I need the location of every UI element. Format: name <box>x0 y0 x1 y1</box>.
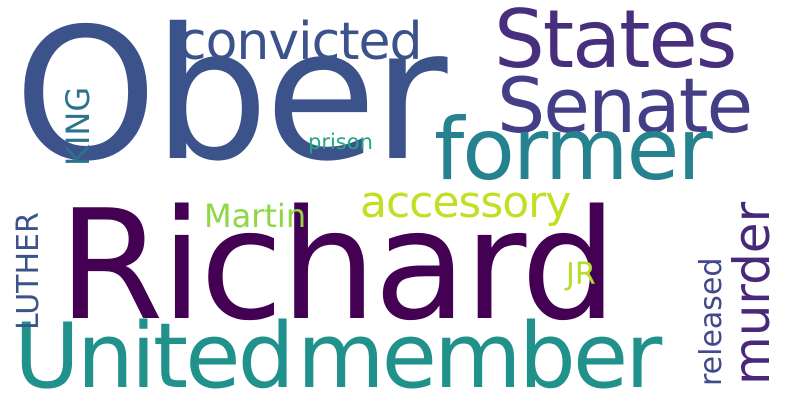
word-senate: Senate <box>497 61 753 150</box>
word-accessory: accessory <box>360 177 571 228</box>
word-richard: Richard <box>58 177 617 354</box>
word-jr: JR <box>566 257 596 292</box>
word-murder: murder <box>723 201 781 385</box>
word-member: member <box>297 304 662 405</box>
word-luther: LUTHER <box>11 212 46 330</box>
word-convicted: convicted <box>178 12 423 72</box>
word-united: United <box>14 304 295 405</box>
word-prison: prison <box>308 130 373 154</box>
word-former: former <box>434 100 713 200</box>
word-states: States <box>494 0 737 86</box>
word-ober: Ober <box>14 0 448 201</box>
word-king: KING <box>59 86 97 166</box>
word-martin: Martin <box>204 197 307 235</box>
word-released: released <box>694 257 729 386</box>
